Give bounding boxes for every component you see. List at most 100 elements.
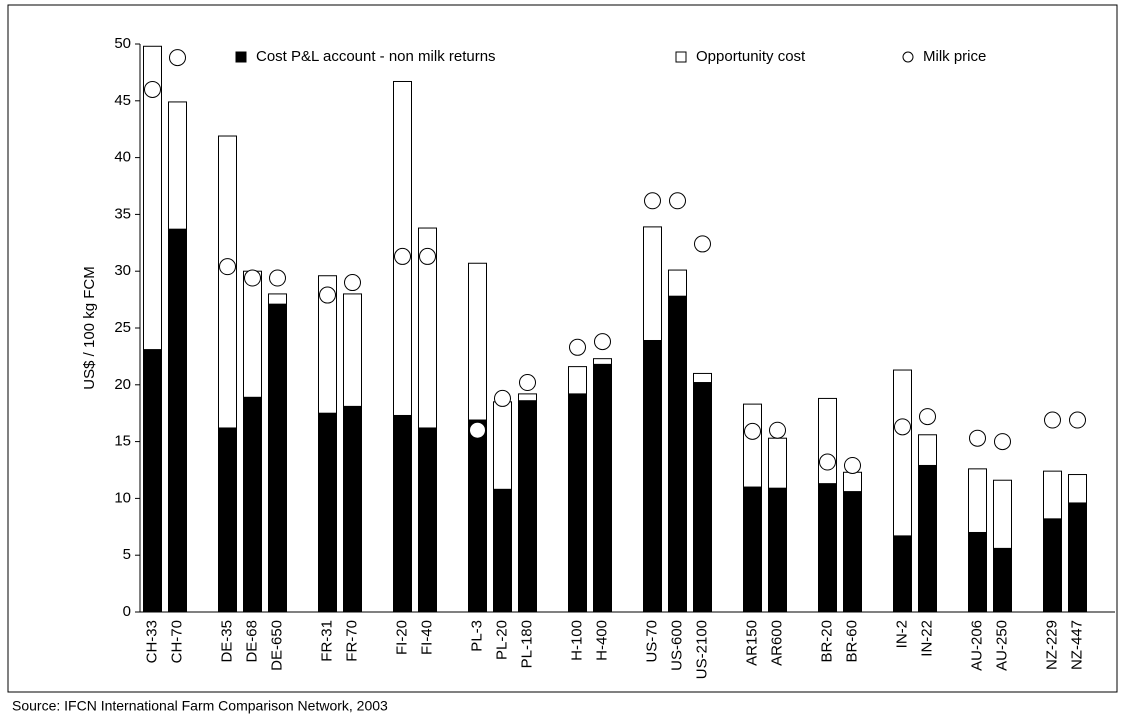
chart-border	[7, 4, 1118, 693]
milk-price-marker	[919, 408, 936, 426]
bar-segment	[593, 363, 612, 613]
milk-price-marker	[844, 456, 861, 474]
bar-segment	[518, 393, 537, 402]
milk-price-marker	[594, 333, 611, 351]
bar-segment	[418, 227, 437, 429]
bar-segment	[693, 372, 712, 384]
x-tick-label: US-70	[643, 620, 660, 663]
y-tick-label: 30	[114, 262, 131, 279]
x-tick-label: AU-206	[968, 620, 985, 671]
bar-segment	[693, 382, 712, 613]
legend-label: Milk price	[923, 48, 986, 65]
milk-price-marker	[969, 429, 986, 447]
milk-price-marker	[519, 374, 536, 392]
bar-segment	[918, 434, 937, 466]
y-tick-label: 10	[114, 489, 131, 506]
bar-segment	[243, 396, 262, 613]
milk-price-marker	[219, 258, 236, 276]
y-tick-label: 45	[114, 92, 131, 109]
milk-price-marker	[344, 274, 361, 292]
bar-segment	[493, 401, 512, 490]
bar-segment	[343, 405, 362, 613]
bar-segment	[918, 464, 937, 613]
legend-label: Opportunity cost	[696, 48, 806, 65]
bar-segment	[168, 101, 187, 230]
x-tick-label: CH-70	[168, 620, 185, 663]
x-tick-label: CH-33	[143, 620, 160, 663]
milk-price-marker	[694, 235, 711, 253]
milk-price-marker	[569, 338, 586, 356]
x-tick-label: NZ-447	[1068, 620, 1085, 670]
legend-label: Cost P&L account - non milk returns	[256, 48, 496, 65]
y-tick-label: 50	[114, 35, 131, 52]
bar-segment	[893, 535, 912, 613]
bar-segment	[1043, 518, 1062, 613]
x-tick-label: AR600	[768, 620, 785, 666]
bar-segment	[218, 427, 237, 613]
bar-segment	[468, 262, 487, 421]
x-tick-label: PL-3	[468, 620, 485, 652]
x-tick-label: US-600	[668, 620, 685, 671]
bar-segment	[418, 427, 437, 613]
bar-segment	[668, 295, 687, 613]
bar-segment	[568, 366, 587, 395]
bar-segment	[768, 437, 787, 489]
bar-segment	[768, 487, 787, 613]
bar-segment	[243, 270, 262, 398]
milk-price-marker	[169, 49, 186, 67]
bar-segment	[968, 531, 987, 613]
bar-segment	[518, 400, 537, 613]
bar-segment	[318, 412, 337, 613]
y-axis-label: US$ / 100 kg FCM	[81, 266, 98, 389]
y-tick-label: 15	[114, 433, 131, 450]
bar-segment	[743, 486, 762, 613]
bar-segment	[643, 226, 662, 341]
x-tick-label: US-2100	[693, 620, 710, 679]
milk-price-marker	[994, 433, 1011, 451]
y-tick-label: 20	[114, 376, 131, 393]
legend-marker	[235, 51, 247, 63]
bar-segment	[493, 488, 512, 613]
milk-price-marker	[419, 247, 436, 265]
milk-price-marker	[494, 389, 511, 407]
x-tick-label: NZ-229	[1043, 620, 1060, 670]
bar-segment	[1043, 470, 1062, 520]
milk-price-marker	[769, 421, 786, 439]
x-tick-label: FR-70	[343, 620, 360, 662]
bar-segment	[993, 547, 1012, 613]
bar-segment	[343, 293, 362, 407]
bar-segment	[268, 293, 287, 305]
bar-segment	[993, 479, 1012, 549]
x-tick-label: BR-60	[843, 620, 860, 663]
milk-price-marker	[394, 247, 411, 265]
legend-marker	[902, 51, 914, 63]
milk-price-marker	[744, 422, 761, 440]
bar-segment	[643, 339, 662, 613]
bar-segment	[1068, 502, 1087, 613]
bar-segment	[1068, 474, 1087, 504]
y-tick-label: 25	[114, 319, 131, 336]
milk-price-marker	[819, 453, 836, 471]
x-tick-label: DE-68	[243, 620, 260, 663]
bar-segment	[143, 349, 162, 613]
bar-segment	[218, 135, 237, 429]
milk-price-marker	[644, 192, 661, 210]
bar-segment	[818, 483, 837, 613]
milk-price-marker	[144, 80, 161, 98]
milk-price-marker	[1044, 411, 1061, 429]
bar-segment	[668, 269, 687, 297]
bar-segment	[268, 303, 287, 613]
bar-segment	[143, 45, 162, 351]
x-tick-label: BR-20	[818, 620, 835, 663]
milk-price-marker	[669, 192, 686, 210]
source-note: Source: IFCN International Farm Comparis…	[12, 698, 388, 714]
y-tick-label: 35	[114, 205, 131, 222]
bar-segment	[568, 393, 587, 613]
bar-segment	[843, 491, 862, 613]
bar-segment	[743, 403, 762, 488]
x-tick-label: IN-2	[893, 620, 910, 648]
x-tick-label: DE-35	[218, 620, 235, 663]
x-tick-label: AU-250	[993, 620, 1010, 671]
x-tick-label: FI-40	[418, 620, 435, 655]
y-tick-label: 0	[123, 603, 131, 620]
